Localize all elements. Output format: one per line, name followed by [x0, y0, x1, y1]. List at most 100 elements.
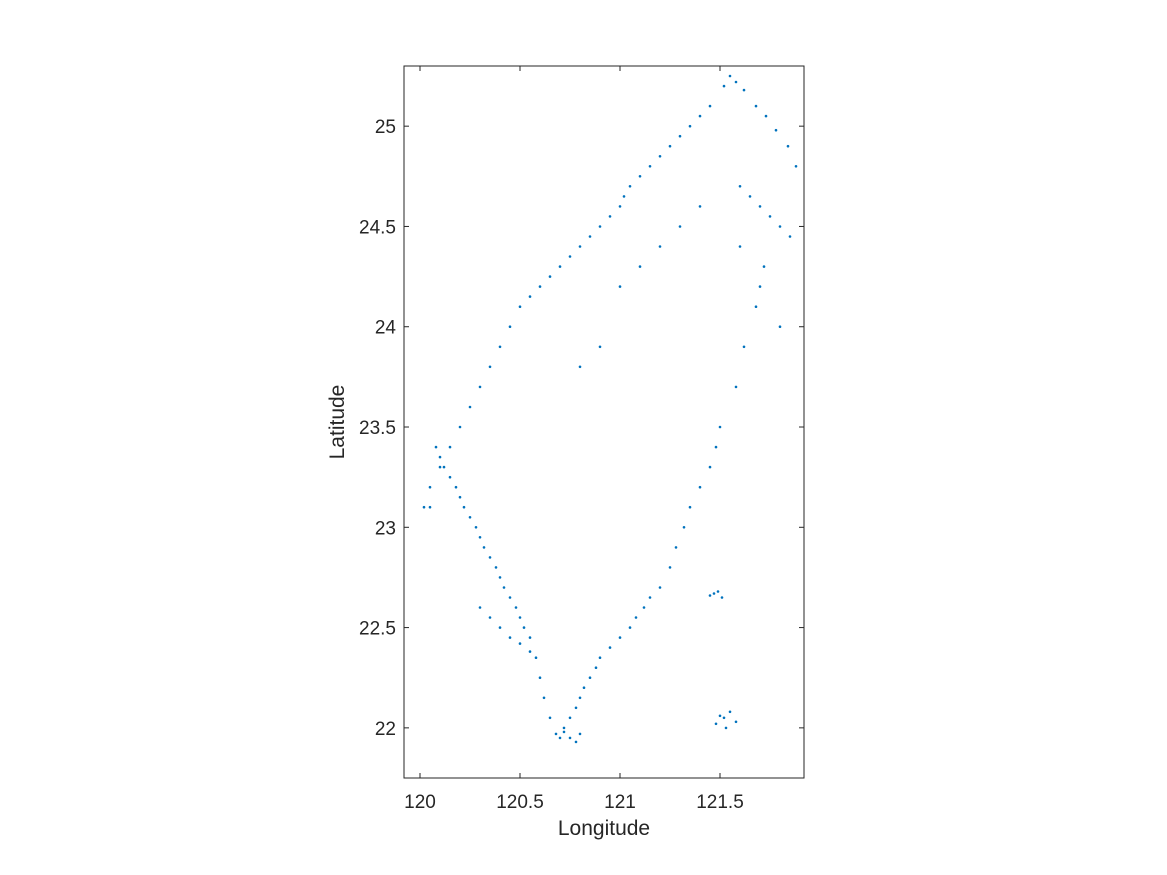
scatter-point — [582, 686, 586, 689]
scatter-point — [488, 556, 492, 559]
scatter-point — [622, 195, 626, 198]
scatter-point — [518, 305, 522, 309]
scatter-point — [718, 714, 722, 718]
scatter-point — [748, 195, 752, 198]
scatter-point — [448, 475, 452, 479]
scatter-point — [498, 576, 502, 579]
scatter-point — [454, 485, 458, 489]
scatter-point — [668, 566, 672, 569]
scatter-point — [738, 185, 742, 188]
scatter-point — [688, 505, 692, 509]
scatter-point — [428, 505, 432, 509]
scatter-point — [568, 255, 572, 258]
y-tick-label: 24 — [375, 318, 397, 339]
scatter-point — [528, 650, 532, 653]
y-tick-label: 22.5 — [359, 619, 396, 640]
scatter-point — [648, 596, 652, 599]
scatter-point — [514, 606, 518, 609]
scatter-point — [778, 325, 782, 329]
scatter-point — [712, 592, 716, 595]
scatter-point — [598, 345, 602, 349]
scatter-point — [488, 365, 492, 369]
scatter-point — [658, 245, 662, 248]
scatter-point — [714, 722, 718, 726]
scatter-point — [708, 594, 712, 597]
y-tick-label: 23.5 — [359, 418, 396, 439]
scatter-point — [574, 706, 578, 710]
scatter-point — [708, 465, 712, 469]
y-tick-label: 24.5 — [359, 217, 396, 238]
scatter-point — [698, 114, 702, 118]
scatter-point — [678, 134, 682, 138]
scatter-point — [534, 656, 538, 659]
scatter-point — [508, 325, 512, 329]
scatter-point — [678, 225, 682, 228]
scatter-point — [764, 114, 768, 118]
scatter-point — [742, 345, 746, 349]
x-tick-label: 120.5 — [496, 792, 544, 813]
scatter-point — [734, 80, 738, 84]
scatter-point — [734, 720, 738, 724]
scatter-point — [638, 175, 642, 178]
scatter-point — [468, 405, 472, 409]
scatter-point — [562, 730, 566, 734]
scatter-point — [754, 305, 758, 309]
scatter-point — [508, 596, 512, 599]
scatter-point — [698, 485, 702, 489]
scatter-point — [508, 636, 512, 639]
scatter-point — [528, 295, 532, 298]
scatter-point — [488, 616, 492, 619]
y-tick-label: 25 — [375, 117, 396, 138]
scatter-point — [768, 215, 772, 218]
scatter-point — [574, 740, 578, 744]
scatter-point — [758, 205, 762, 208]
scatter-point — [518, 642, 522, 645]
scatter-point — [674, 546, 678, 549]
scatter-point — [714, 445, 718, 449]
scatter-point — [608, 215, 612, 218]
scatter-point — [528, 636, 532, 639]
scatter-point — [778, 225, 782, 228]
scatter-point — [618, 636, 622, 639]
scatter-point — [618, 205, 622, 208]
x-tick-label: 121.5 — [696, 792, 744, 813]
scatter-point — [728, 710, 732, 714]
scatter-point — [458, 495, 462, 499]
scatter-point — [638, 265, 642, 268]
scatter-point — [658, 155, 662, 158]
scatter-point — [688, 124, 692, 128]
scatter-point — [608, 646, 612, 649]
scatter-point — [442, 465, 446, 469]
scatter-point — [498, 626, 502, 629]
plot-area: 120 120.5 121 121.5 22 22.5 23 23.5 24 24.5 25 — [359, 65, 805, 813]
scatter-point — [774, 128, 778, 132]
scatter-point — [724, 726, 728, 730]
scatter-point — [502, 586, 506, 589]
scatter-point — [658, 586, 662, 589]
scatter-point — [558, 265, 562, 268]
scatter-point — [618, 285, 622, 288]
scatter-point — [538, 676, 542, 679]
scatter-point — [598, 225, 602, 228]
scatter-point — [478, 385, 482, 389]
scatter-point — [578, 365, 582, 369]
scatter-point — [734, 385, 738, 389]
scatter-point — [594, 666, 598, 669]
x-tick-label: 120 — [404, 792, 436, 813]
scatter-point — [682, 526, 686, 529]
scatter-point — [494, 566, 498, 569]
scatter-point — [428, 485, 432, 489]
scatter-point — [786, 144, 790, 148]
scatter-point — [482, 546, 486, 549]
scatter-point — [468, 516, 472, 519]
x-tick-label: 121 — [604, 792, 636, 813]
scatter-point — [754, 104, 758, 108]
scatter-point — [562, 726, 566, 730]
scatter-point — [628, 626, 632, 629]
x-axis-label: Longitude — [558, 817, 650, 840]
scatter-point — [568, 716, 572, 720]
scatter-point — [762, 265, 766, 268]
scatter-point — [634, 616, 638, 619]
scatter-point — [554, 732, 558, 736]
